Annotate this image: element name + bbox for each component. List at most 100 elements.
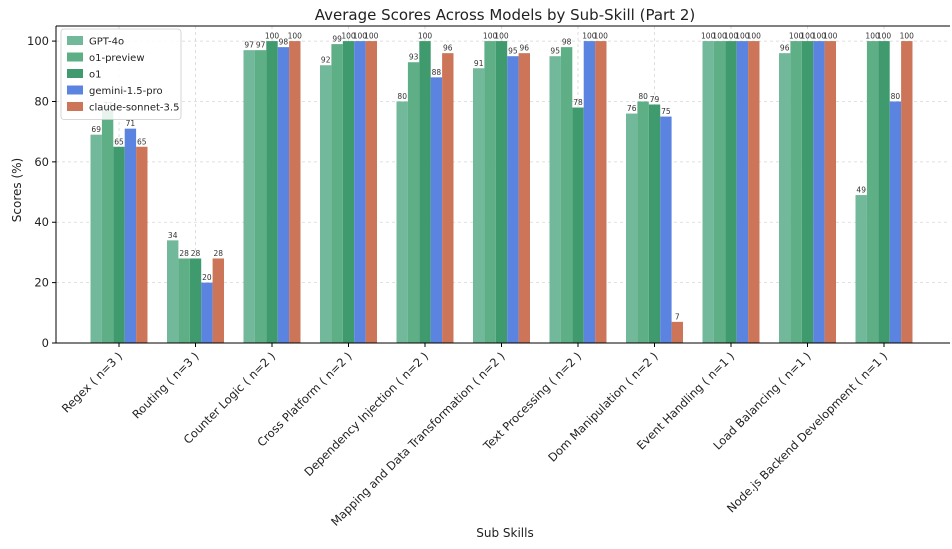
legend-label: claude-sonnet-3.5: [89, 103, 179, 114]
bar: [473, 68, 485, 344]
bar: [725, 41, 737, 343]
bar: [889, 101, 902, 343]
bar-value-label: 100: [789, 32, 804, 41]
bar-value-label: 98: [562, 38, 572, 47]
legend-label: gemini-1.5-pro: [89, 86, 163, 97]
bar: [648, 104, 661, 343]
legend-swatch: [67, 36, 83, 45]
bar-value-label: 100: [701, 32, 716, 41]
bar-value-label: 75: [661, 107, 671, 116]
bar-value-label: 100: [724, 32, 739, 41]
bar: [748, 41, 760, 343]
y-tick-label: 20: [34, 276, 49, 290]
bar: [878, 41, 890, 343]
bar: [495, 41, 508, 343]
bar-value-label: 100: [812, 32, 827, 41]
x-tick-label: Mapping and Data Transformation ( n=2 ): [328, 349, 508, 529]
bar: [442, 53, 454, 344]
y-tick-label: 0: [42, 336, 49, 350]
bar: [801, 41, 814, 343]
bar: [430, 77, 443, 344]
bars: [90, 41, 913, 344]
bar: [660, 116, 672, 343]
legend-swatch: [67, 102, 83, 111]
bar-value-label: 100: [494, 32, 509, 41]
bar: [136, 146, 148, 343]
bar-value-label: 100: [341, 32, 356, 41]
bar: [201, 282, 213, 343]
bar-value-label: 80: [397, 92, 407, 101]
bar-value-label: 78: [573, 98, 583, 107]
bar: [560, 47, 573, 344]
bar-value-label: 100: [483, 32, 498, 41]
bar: [626, 113, 638, 343]
y-tick-label: 60: [34, 155, 49, 169]
bar-value-label: 100: [712, 32, 727, 41]
x-tick-label: Dependency Injection ( n=2 ): [301, 349, 431, 479]
bar-value-label: 69: [91, 125, 101, 134]
legend-swatch: [67, 52, 83, 62]
bar-value-label: 100: [900, 32, 915, 41]
axes: [52, 25, 950, 347]
bar-value-label: 96: [780, 44, 790, 53]
bar: [702, 41, 714, 343]
bar-value-label: 100: [823, 32, 838, 41]
bar: [572, 107, 584, 343]
bar-value-label: 92: [321, 56, 331, 65]
bar-value-label: 80: [891, 92, 901, 101]
bar: [365, 41, 377, 343]
bar-value-label: 28: [191, 249, 201, 258]
bar: [736, 41, 749, 343]
bar: [583, 41, 596, 343]
x-tick-label: Routing ( n=3 ): [129, 349, 201, 421]
bar-value-label: 93: [409, 53, 419, 62]
bar: [549, 56, 561, 343]
bar-value-label: 34: [168, 231, 178, 240]
bar-value-label: 65: [137, 137, 147, 146]
bar: [855, 195, 867, 343]
bar-value-label: 96: [520, 44, 530, 53]
bar: [289, 41, 301, 343]
legend-box: [60, 28, 182, 120]
bar-value-label: 100: [364, 32, 379, 41]
y-tick-label: 100: [27, 34, 49, 48]
x-axis-label: Sub Skills: [476, 526, 533, 540]
bar: [124, 128, 137, 343]
bar: [396, 101, 408, 343]
x-tick-labels: Regex ( n=3 ) Routing ( n=3 )Counter Logi…: [59, 349, 890, 529]
value-labels: 6977657165342828202897971009810092991001…: [91, 32, 914, 322]
bar-value-label: 98: [279, 38, 289, 47]
bar-value-label: 76: [627, 104, 637, 113]
bar: [320, 65, 332, 343]
y-tick-labels: 0 20 40 60 80 100: [27, 34, 49, 350]
bar: [342, 41, 355, 343]
bar-value-label: 100: [594, 32, 609, 41]
bar: [419, 41, 431, 343]
bar: [824, 41, 836, 343]
bar-value-label: 96: [443, 44, 453, 53]
bar-value-label: 95: [550, 47, 560, 56]
bar: [212, 258, 224, 343]
bar-value-label: 49: [856, 186, 866, 195]
bar: [671, 321, 683, 343]
bar: [331, 44, 343, 343]
bar: [407, 62, 420, 343]
bar: [595, 41, 607, 343]
bar-value-label: 100: [582, 32, 597, 41]
bar: [277, 47, 290, 344]
bar: [484, 41, 496, 343]
bar-value-label: 100: [265, 32, 280, 41]
bar: [178, 258, 190, 343]
bar-value-label: 100: [288, 32, 303, 41]
bar-value-label: 100: [735, 32, 750, 41]
bar-value-label: 65: [114, 137, 124, 146]
bar: [637, 101, 649, 343]
bar: [90, 134, 102, 343]
bar: [101, 110, 114, 344]
bar-value-label: 7: [675, 312, 680, 321]
y-tick-label: 80: [34, 94, 49, 108]
bar-value-label: 97: [244, 41, 254, 50]
bar-value-label: 100: [877, 32, 892, 41]
legend-label: o1: [89, 70, 101, 81]
